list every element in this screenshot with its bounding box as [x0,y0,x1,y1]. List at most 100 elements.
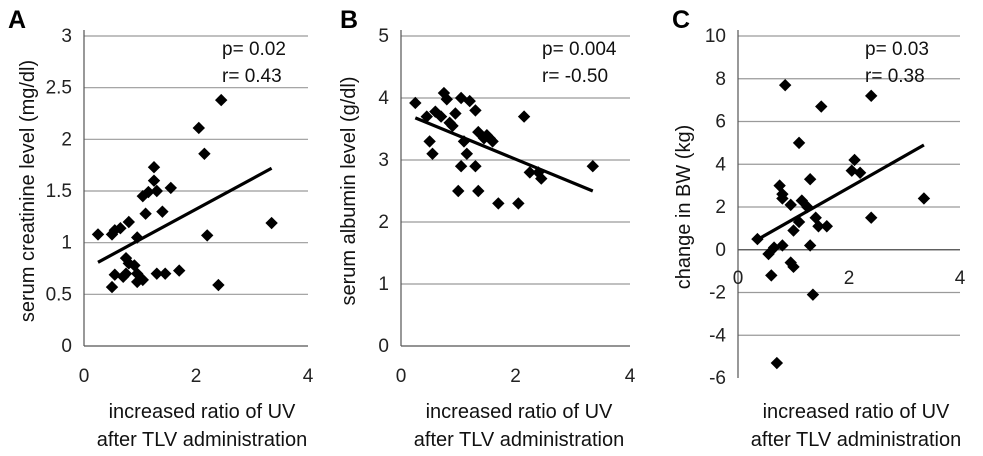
data-point [815,100,828,113]
x-tick-label: 2 [510,366,521,387]
data-point [420,110,433,123]
data-point [792,215,806,229]
y-tick-label: 2 [715,197,726,218]
data-point [409,96,422,110]
y-tick-label: 1 [61,233,72,254]
data-point [848,153,861,167]
data-point [806,288,820,301]
data-point [457,135,471,148]
y-tick-label: -2 [709,283,726,304]
y-tick-label: 2 [61,129,72,150]
p-value: p= 0.02 [222,39,286,60]
trend-line [753,143,925,243]
x-tick-label: 0 [733,268,744,289]
data-point [108,224,121,237]
data-point [173,264,186,277]
y-axis-label: serum creatinine level (mg/dl) [17,60,39,322]
x-axis-label-line2: after TLV administration [751,429,961,451]
panel-letter: A [8,6,26,34]
data-point [767,241,781,254]
data-point [265,216,278,230]
data-point [803,239,817,252]
data-point [122,215,135,229]
data-point [535,172,548,185]
data-point [472,184,485,198]
y-tick-label: 8 [715,69,726,90]
x-tick-label: 2 [844,268,855,289]
data-point [147,161,161,174]
y-tick-label: 0 [715,240,726,261]
y-tick-label: 5 [378,26,389,47]
y-tick-label: 4 [378,88,389,109]
data-point [164,181,177,195]
p-value: p= 0.03 [865,39,929,60]
y-tick-label: 6 [715,112,726,133]
data-point [865,211,878,224]
data-point [91,228,105,241]
x-axis-label-line1: increased ratio of UV [763,401,950,423]
data-point [215,93,228,107]
data-point [812,220,825,233]
data-point [201,229,214,242]
data-point [492,197,505,210]
data-point [512,197,525,210]
data-point [119,251,133,265]
data-point [192,121,205,135]
data-point [119,267,133,280]
data-point [809,211,822,224]
data-point [147,174,161,187]
data-point [517,110,531,123]
x-tick-label: 0 [79,366,90,387]
x-axis-label-line2: after TLV administration [414,429,624,451]
data-point [156,205,169,218]
data-point [776,239,789,252]
data-point [486,135,499,148]
x-tick-label: 0 [396,366,407,387]
y-tick-label: 1 [378,274,389,295]
data-point [142,185,155,199]
data-point [784,256,797,269]
panel-c: -6 -4 -2 0 2 4 6 8 10 0 2 4 Cp= 0.03 r= 0.38 change in… [672,6,966,451]
data-point [150,267,163,280]
data-point [803,173,817,186]
data-point [446,119,459,133]
y-tick-label: 10 [705,26,726,47]
x-tick-label: 4 [955,268,966,289]
y-tick-label: 2 [378,212,389,233]
data-point [454,160,468,173]
panel-letter: C [672,6,690,34]
data-point [136,273,149,287]
data-point [586,160,599,173]
y-tick-label: 2.5 [46,78,72,99]
data-point [820,220,833,233]
data-point [469,104,482,117]
trend-line [97,166,273,264]
x-axis-label-line2: after TLV administration [97,429,307,451]
data-point [751,232,764,246]
y-tick-label: 4 [715,154,726,175]
data-point [865,89,878,103]
data-point [452,184,465,198]
data-point [784,198,797,212]
x-axis-label-line1: increased ratio of UV [109,401,296,423]
panel-b: 0 1 2 3 4 5 0 2 4 Bp= 0.004 r= -0.50 serum albumin … [338,6,636,451]
r-value: r= 0.43 [222,66,282,87]
r-value: r= -0.50 [542,66,608,87]
data-point [198,147,211,160]
y-tick-label: 3 [61,26,72,47]
data-point [917,192,931,205]
y-tick-label: 3 [378,150,389,171]
y-axis-label: serum albumin level (g/dl) [338,77,360,306]
y-axis-label: change in BW (kg) [673,125,695,290]
data-point [795,194,809,207]
data-point [792,136,806,150]
p-value: p= 0.004 [542,39,617,60]
data-point [139,207,152,220]
data-point [765,269,778,282]
y-tick-label: 0 [378,336,389,357]
y-tick-label: -6 [709,368,726,389]
x-tick-label: 4 [303,366,314,387]
x-tick-label: 4 [625,366,636,387]
data-point [212,278,225,292]
